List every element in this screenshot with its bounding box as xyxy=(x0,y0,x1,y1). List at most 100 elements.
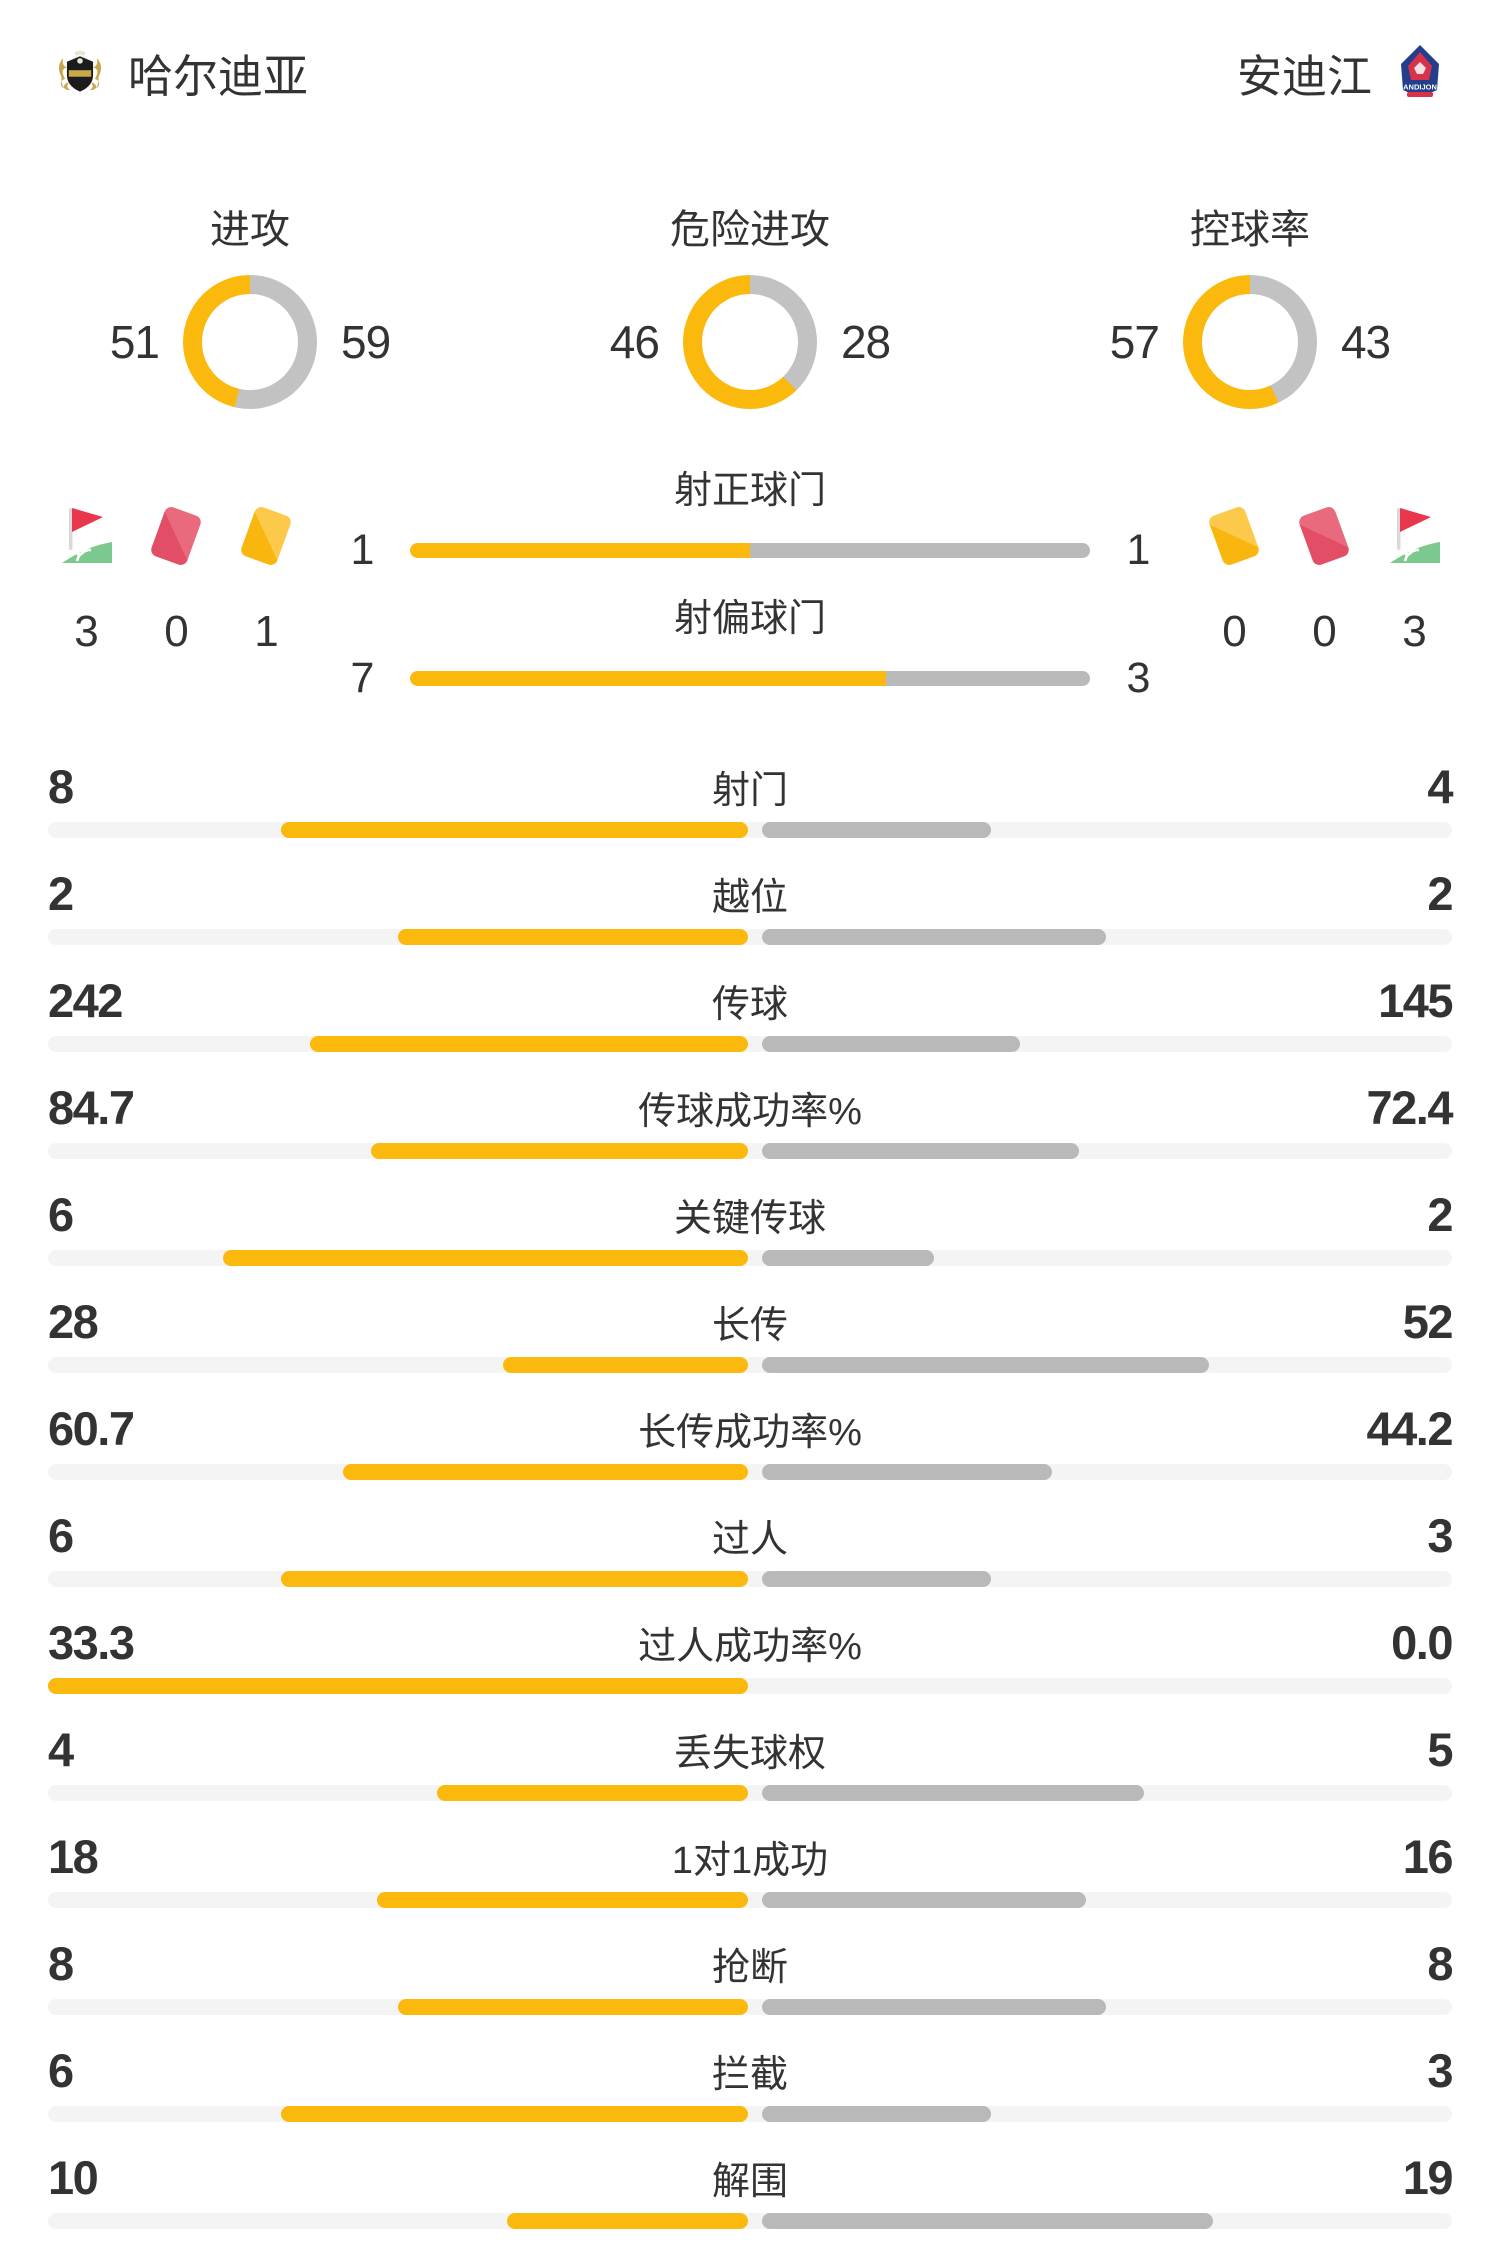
home-team-logo-icon xyxy=(52,45,108,101)
stat-home-bar xyxy=(437,1785,748,1801)
stat-bar-track xyxy=(48,1999,1452,2015)
red-card-icon xyxy=(149,503,203,569)
shot-bar-track xyxy=(410,543,1090,558)
stat-away-value: 4 xyxy=(1427,759,1453,813)
stat-row-head: 18 1对1成功 16 xyxy=(48,1827,1454,1885)
stat-bar-track xyxy=(48,822,1452,838)
stat-away-value: 16 xyxy=(1402,1829,1454,1883)
stat-row-head: 4 丢失球权 5 xyxy=(48,1720,1454,1778)
stat-home-value: 28 xyxy=(48,1294,99,1348)
match-header: 哈尔迪亚 安迪江 ANDIJON xyxy=(0,0,1500,105)
yellow-card-column: 0 xyxy=(1196,459,1272,715)
gauge-3: 控球率 57 43 xyxy=(1000,197,1500,409)
stat-home-bar xyxy=(48,1678,748,1694)
stat-home-value: 6 xyxy=(48,2043,74,2097)
stat-away-value: 3 xyxy=(1427,2043,1453,2097)
red-card-icon xyxy=(1297,503,1351,569)
stat-home-value: 8 xyxy=(48,759,74,813)
stat-bar-track xyxy=(48,1036,1452,1052)
gauge-donut-hole xyxy=(201,294,298,390)
stat-bar-track xyxy=(48,2213,1452,2229)
corner-flag-icon xyxy=(57,503,115,569)
away-logo-text: ANDIJON xyxy=(1403,82,1437,91)
stat-away-bar xyxy=(762,1892,1086,1908)
gauge-donut-hole xyxy=(1201,294,1298,390)
stat-home-bar xyxy=(281,1571,748,1587)
stat-label: 拦截 xyxy=(711,2053,788,2096)
stat-away-bar xyxy=(762,929,1106,945)
stat-home-value: 33.3 xyxy=(48,1615,135,1669)
stat-home-bar xyxy=(371,1143,748,1159)
stat-row-head: 10 解围 19 xyxy=(48,2148,1454,2206)
corner-flag-column: 3 xyxy=(1376,459,1452,715)
stat-home-value: 10 xyxy=(48,2150,99,2204)
stat-row: 8 抢断 8 xyxy=(0,1934,1500,2041)
stat-home-bar xyxy=(507,2213,748,2229)
stat-away-bar xyxy=(762,1357,1209,1373)
shot-bar-label: 射正球门 xyxy=(673,470,826,512)
stat-home-bar xyxy=(281,2106,748,2122)
stat-row-head: 60.7 长传成功率% 44.2 xyxy=(48,1399,1454,1457)
home-team[interactable]: 哈尔迪亚 xyxy=(52,40,308,105)
stat-bar-track xyxy=(48,1785,1452,1801)
gauge-row: 46 28 xyxy=(575,275,925,409)
shot-bar-track xyxy=(410,671,1090,686)
gauge-label: 危险进攻 xyxy=(669,208,830,252)
stat-row: 2 越位 2 xyxy=(0,864,1500,971)
stat-home-value: 8 xyxy=(48,1936,74,1990)
corner-flag-icon xyxy=(1385,503,1443,569)
stat-label: 长传成功率% xyxy=(638,1411,862,1454)
gauge-label: 控球率 xyxy=(1189,208,1310,252)
stat-away-value: 2 xyxy=(1427,1187,1453,1241)
corner-flag-column: 3 xyxy=(48,459,124,715)
stat-label: 丢失球权 xyxy=(673,1732,826,1775)
red-card-column: 0 xyxy=(138,459,214,715)
stat-row: 18 1对1成功 16 xyxy=(0,1827,1500,1934)
stat-row-head: 33.3 过人成功率% 0.0 xyxy=(48,1613,1454,1671)
stat-away-value: 5 xyxy=(1427,1722,1453,1776)
stat-row: 4 丢失球权 5 xyxy=(0,1720,1500,1827)
stat-away-bar xyxy=(762,1143,1079,1159)
shot-bar-label: 射偏球门 xyxy=(673,598,826,640)
yellow-card-icon xyxy=(1207,503,1261,569)
stat-row-head: 6 拦截 3 xyxy=(48,2041,1454,2099)
stat-label: 1对1成功 xyxy=(671,1839,829,1882)
gauge-donut-ring xyxy=(682,275,817,409)
stat-row: 242 传球 145 xyxy=(0,971,1500,1078)
away-team-logo-icon: ANDIJON xyxy=(1392,44,1448,101)
stat-away-value: 44.2 xyxy=(1366,1401,1454,1455)
gauge-donut-ring xyxy=(182,275,317,409)
stat-away-bar xyxy=(762,1036,1020,1052)
stat-home-bar xyxy=(377,1892,748,1908)
stat-home-value: 60.7 xyxy=(48,1401,135,1455)
away-discipline-group: 0 0 3 xyxy=(1196,459,1452,715)
stat-row: 33.3 过人成功率% 0.0 xyxy=(0,1613,1500,1720)
stat-label: 过人成功率% xyxy=(638,1625,862,1668)
stat-home-value: 242 xyxy=(48,973,123,1027)
stat-bar-track xyxy=(48,929,1452,945)
stat-away-value: 145 xyxy=(1378,973,1453,1027)
gauge-away-value: 28 xyxy=(840,316,891,368)
away-team[interactable]: 安迪江 ANDIJON xyxy=(1237,40,1448,105)
stat-home-value: 2 xyxy=(48,866,74,920)
stat-bar-track xyxy=(48,1892,1452,1908)
gauge-label: 进攻 xyxy=(209,208,290,252)
stat-home-value: 84.7 xyxy=(48,1080,135,1134)
stat-row: 6 关键传球 2 xyxy=(0,1185,1500,1292)
stat-bar-track xyxy=(48,1250,1452,1266)
stat-row: 8 射门 4 xyxy=(0,757,1500,864)
gauge-home-value: 46 xyxy=(609,316,660,368)
stat-home-value: 18 xyxy=(48,1829,99,1883)
stat-label: 传球成功率% xyxy=(638,1090,862,1133)
stat-row-head: 84.7 传球成功率% 72.4 xyxy=(48,1078,1454,1136)
stat-row: 10 解围 19 xyxy=(0,2148,1500,2244)
yellow-card-column: 1 xyxy=(228,459,304,715)
stat-away-value: 0.0 xyxy=(1391,1615,1453,1669)
stat-home-value: 6 xyxy=(48,1187,74,1241)
overview-gauges: 进攻 51 59 危险进攻 46 28 控球率 57 43 xyxy=(0,197,1500,409)
yellow-card-count: 0 xyxy=(1222,607,1247,656)
gauge-home-value: 51 xyxy=(109,316,160,368)
gauge-donut-ring xyxy=(1182,275,1317,409)
gauge-home-value: 57 xyxy=(1109,316,1160,368)
